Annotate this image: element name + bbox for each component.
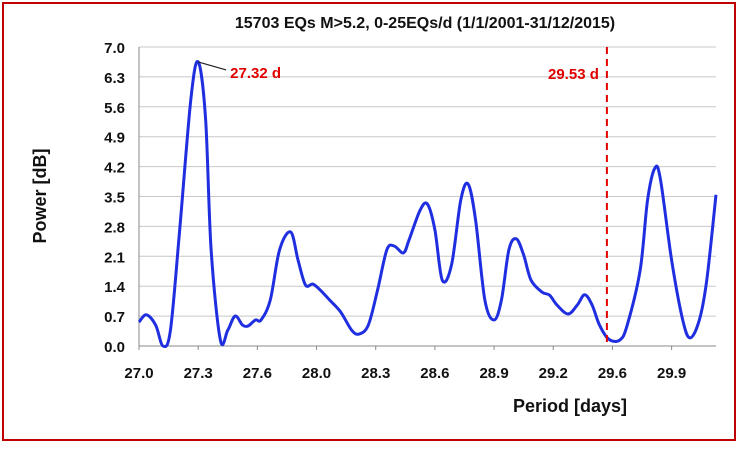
y-tick-label: 3.5	[104, 190, 125, 207]
y-tick-label: 7.0	[104, 40, 125, 57]
x-axis-label: Period [days]	[513, 396, 627, 416]
x-tick-label: 27.3	[184, 365, 213, 382]
x-tick-label: 27.6	[243, 365, 272, 382]
x-tick-label: 29.6	[598, 365, 627, 382]
chart-title: 15703 EQs M>5.2, 0-25EQs/d (1/1/2001-31/…	[235, 15, 615, 32]
x-tick-label: 28.0	[302, 365, 331, 382]
y-tick-label: 4.9	[104, 130, 125, 147]
x-tick-label: 27.0	[124, 365, 153, 382]
x-tick-label: 28.6	[420, 365, 449, 382]
y-tick-label: 2.8	[104, 219, 125, 236]
x-tick-label: 29.9	[657, 365, 686, 382]
frame	[2, 2, 736, 441]
y-axis-label: Power [dB]	[30, 148, 50, 243]
x-tick-label: 29.2	[539, 365, 568, 382]
x-tick-label: 28.9	[479, 365, 508, 382]
y-tick-label: 5.6	[104, 100, 125, 117]
y-tick-label: 0.0	[104, 339, 125, 356]
annotation-leader	[198, 61, 227, 71]
y-tick-label: 1.4	[104, 279, 126, 296]
x-tick-label: 28.3	[361, 365, 390, 382]
line	[137, 60, 718, 349]
annotation: 29.53 d	[548, 66, 599, 83]
y-tick-label: 4.2	[104, 160, 125, 177]
y-tick-label: 6.3	[104, 70, 125, 87]
annotation: 27.32 d	[230, 65, 281, 82]
y-tick-label: 2.1	[104, 249, 125, 266]
y-tick-label: 0.7	[104, 309, 125, 326]
